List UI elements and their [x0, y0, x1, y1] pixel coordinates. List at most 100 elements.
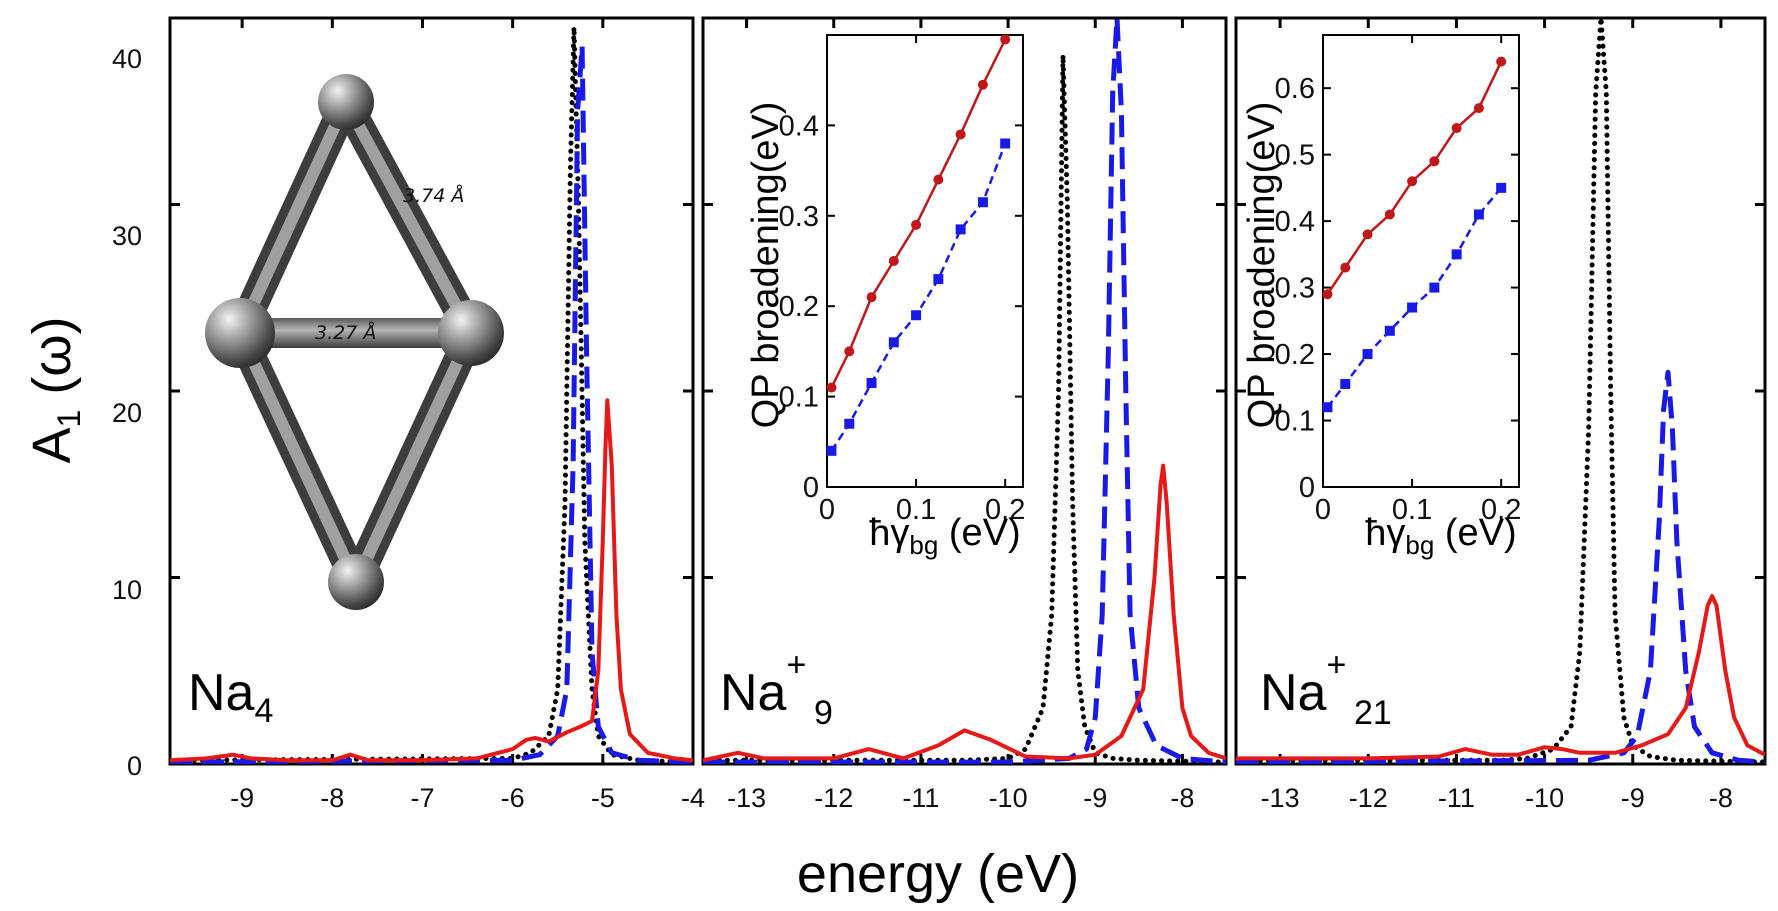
panel-na4: -9 -8 -7 -6 -5 -4 — [168, 16, 705, 813]
inset-xlabel-main: ħγ — [1365, 512, 1405, 554]
inset-data-point — [844, 346, 855, 357]
inset-data-point — [933, 174, 944, 185]
inset-xlabel: ħγbg (eV) — [1365, 512, 1516, 560]
inset-data-point — [977, 197, 988, 208]
inset-xlabel-sub: bg — [1405, 530, 1434, 560]
inset-data-point — [866, 378, 877, 389]
inset-data-point — [826, 445, 837, 456]
inset-data-point — [1322, 289, 1333, 300]
inset-data-point — [955, 224, 966, 235]
inset-frame — [826, 34, 1024, 488]
x-tick-label: -11 — [1438, 783, 1475, 813]
bond-length-short: 3.27 Å — [315, 321, 376, 344]
inset-data-point — [1000, 138, 1011, 149]
x-tick-label: -13 — [727, 783, 766, 813]
inset-x-tick-label: 0.1 — [896, 494, 936, 526]
y-axis-label: A1 (ω) — [22, 317, 87, 464]
x-tick-label: -10 — [1525, 783, 1564, 813]
y-axis-label-rest: (ω) — [22, 317, 82, 410]
series-line-solid — [1236, 594, 1765, 761]
x-tick-label: -5 — [591, 783, 615, 813]
inset-y-tick-label: 0 — [803, 472, 819, 504]
panel-label-na9-plus: Na+9 — [720, 646, 833, 732]
panel-label-sup: + — [786, 646, 806, 684]
series-line-solid — [703, 463, 1226, 763]
inset-xlabel-main: ħγ — [869, 512, 909, 554]
x-tick-label: -9 — [1083, 783, 1107, 813]
x-tick-label: -4 — [681, 783, 705, 813]
x-tick-label: -6 — [501, 783, 525, 813]
inset-x-tick-label: 0.2 — [985, 494, 1025, 526]
inset-data-point — [1340, 378, 1351, 389]
inset-data-point — [1362, 229, 1373, 240]
inset-data-point — [1496, 182, 1507, 193]
panel-label-main: Na — [1260, 664, 1327, 722]
na4-structure-image: 3.74 Å 3.27 Å — [205, 74, 504, 610]
panel-na21-plus: -13 -12 -11 -10 -9 -8 — [1234, 16, 1767, 813]
panel-label-sub: 9 — [814, 694, 833, 732]
inset-y-tick-label: 0 — [1299, 472, 1315, 504]
x-tick-label: -12 — [1349, 783, 1388, 813]
inset-xlabel-rest: (eV) — [938, 512, 1020, 554]
x-tick-label: -12 — [814, 783, 853, 813]
inset-y-tick-label: 0.1 — [779, 382, 819, 414]
inset-data-point — [1384, 325, 1395, 336]
x-tick-label: -8 — [1170, 783, 1194, 813]
x-tick-label: -8 — [1709, 783, 1733, 813]
inset-data-point — [888, 256, 899, 266]
inset-na21-plus: 0 0.1 0.2 0.3 0.4 0.5 0.6 0 0.1 0.2 — [1275, 34, 1521, 526]
inset-data-point — [977, 79, 988, 90]
inset-data-point — [933, 274, 944, 285]
inset-data-point — [1496, 56, 1507, 67]
x-tick-label: -10 — [989, 783, 1028, 813]
inset-data-point — [911, 219, 922, 230]
inset-data-point — [1340, 262, 1351, 273]
inset-xlabel: ħγbg (eV) — [869, 512, 1020, 560]
bond-length-long: 3.74 Å — [403, 184, 464, 207]
x-tick-label: -9 — [1621, 783, 1645, 813]
inset-data-point — [844, 418, 855, 429]
inset-data-point — [826, 382, 837, 393]
inset-data-point — [1362, 349, 1373, 360]
panel-label-sup: + — [1326, 646, 1346, 684]
series-line-dotted — [170, 24, 693, 764]
x-tick-label: -7 — [410, 783, 434, 813]
inset-data-point — [1429, 282, 1440, 293]
inset-data-point — [1384, 209, 1395, 220]
inset-y-tick-label: 0.4 — [779, 110, 819, 142]
panel-na9-plus: -13 -12 -11 -10 -9 -8 — [701, 16, 1228, 813]
inset-y-tick-label: 0.6 — [1275, 73, 1315, 105]
y-axis-label-main: A — [22, 427, 82, 463]
inset-data-point — [1451, 249, 1462, 260]
inset-data-point — [911, 310, 922, 321]
y-tick-labels: 0 10 20 30 40 — [112, 44, 142, 781]
inset-data-point — [1451, 123, 1462, 134]
y-axis-label-sub: 1 — [51, 410, 87, 428]
x-tick-label: -13 — [1261, 783, 1300, 813]
inset-x-tick-label: 0.2 — [1481, 494, 1521, 526]
x-tick-label: -8 — [320, 783, 344, 813]
inset-y-tick-label: 0.2 — [779, 291, 819, 323]
inset-data-point — [955, 129, 966, 140]
inset-y-tick-label: 0.3 — [779, 201, 819, 233]
inset-na9-plus: 0 0.1 0.2 0.3 0.4 0 0.1 0.2 — [779, 34, 1025, 526]
series-line-dotted — [1236, 18, 1765, 764]
inset-x-tick-label: 0 — [1315, 494, 1331, 526]
inset-xlabel-sub: bg — [909, 530, 938, 560]
inset-ylabel: QP broadening(eV) — [1241, 102, 1283, 429]
y-tick-label: 0 — [127, 751, 142, 781]
panel-label-main: Na — [188, 664, 255, 722]
y-tick-label: 10 — [112, 575, 142, 605]
inset-y-tick-label: 0.1 — [1275, 406, 1315, 438]
inset-data-point — [1407, 302, 1418, 313]
inset-data-point — [866, 292, 877, 303]
inset-x-tick-label: 0.1 — [1392, 494, 1432, 526]
inset-data-point — [1429, 156, 1440, 167]
panel-label-na4: Na4 — [188, 664, 273, 730]
y-tick-label: 30 — [112, 221, 142, 251]
panel-label-main: Na — [720, 664, 787, 722]
y-tick-label: 40 — [112, 44, 142, 74]
inset-xlabel-rest: (eV) — [1434, 512, 1516, 554]
panel-label-sub: 4 — [254, 692, 273, 730]
inset-data-point — [1000, 34, 1011, 45]
